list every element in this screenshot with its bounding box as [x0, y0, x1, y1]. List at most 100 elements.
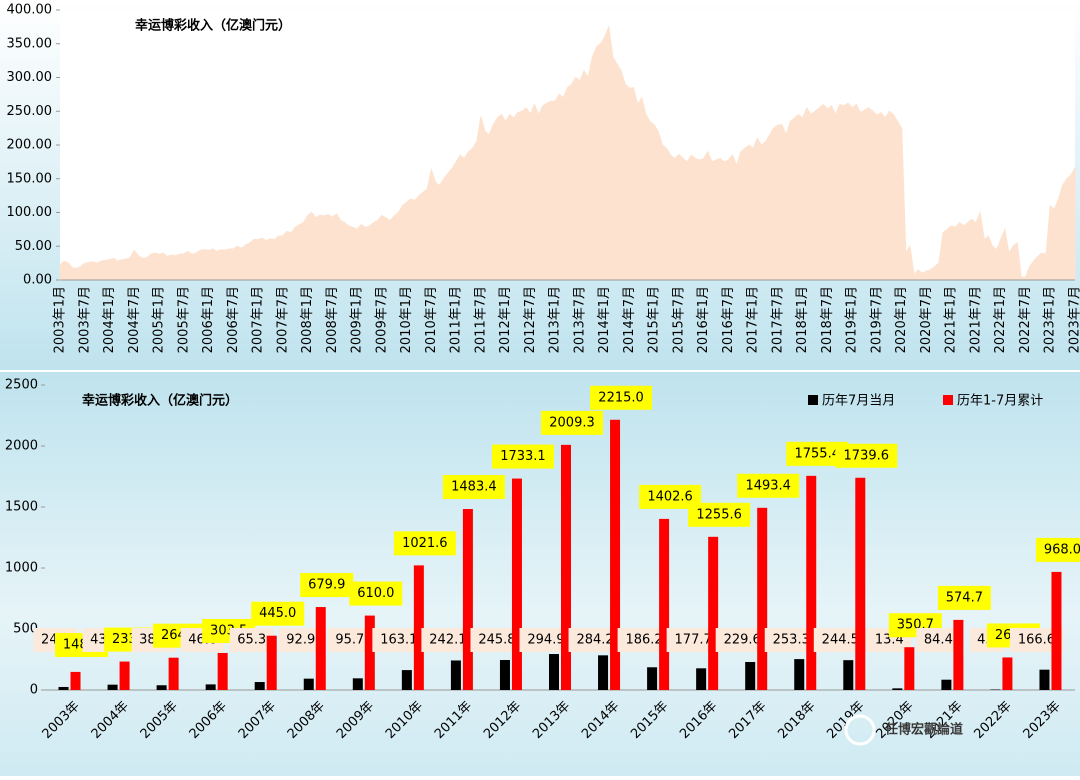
x-tick-label: 2021年1月	[944, 286, 959, 353]
x-tick-label: 2009年1月	[350, 286, 365, 353]
bar-cumulative	[1051, 572, 1061, 690]
value-label: 1483.4	[451, 480, 497, 495]
y-tick-label: 350.00	[7, 36, 53, 51]
x-tick-label: 2009年7月	[374, 286, 389, 353]
bar-monthly	[598, 655, 608, 690]
bar-monthly	[745, 662, 755, 690]
bar-monthly	[549, 654, 559, 690]
value-label: 610.0	[357, 586, 394, 601]
x-tick-label: 2008年1月	[300, 286, 315, 353]
value-label: 294.9	[527, 633, 564, 648]
bar-monthly	[696, 668, 706, 690]
chart-title: 幸运博彩收入（亿澳门元）	[135, 18, 291, 34]
bar-cumulative	[904, 647, 914, 690]
bar-cumulative	[365, 616, 375, 690]
value-label: 95.7	[335, 633, 364, 648]
bar-monthly	[500, 660, 510, 690]
bar-monthly	[647, 667, 657, 690]
x-tick-label: 2019年1月	[845, 286, 860, 353]
value-label: 1733.1	[500, 449, 546, 464]
y-tick-label: 2000	[5, 439, 38, 454]
x-tick-label: 2020年1月	[894, 286, 909, 353]
chart-title: 幸运博彩收入（亿澳门元）	[82, 393, 238, 409]
x-tick-label: 2005年1月	[152, 286, 167, 353]
x-tick-label: 2003年1月	[53, 286, 68, 353]
x-tick-label: 2007年7月	[275, 286, 290, 353]
value-label: 65.3	[237, 633, 266, 648]
value-label: 229.6	[724, 633, 761, 648]
y-tick-label: 0	[30, 683, 38, 698]
y-tick-label: 1500	[5, 500, 38, 515]
value-label: 1021.6	[402, 536, 448, 551]
x-tick-label: 2018年1月	[795, 286, 810, 353]
legend-swatch	[808, 395, 818, 405]
x-tick-label: 2014年1月	[597, 286, 612, 353]
x-tick-label: 2011年7月	[473, 286, 488, 353]
y-tick-label: 150.00	[7, 171, 53, 186]
bar-cumulative	[316, 607, 326, 690]
value-label: 92.9	[286, 633, 315, 648]
value-label: 574.7	[946, 590, 983, 605]
bar-monthly	[157, 685, 167, 690]
x-tick-label: 2011年1月	[449, 286, 464, 353]
bar-cumulative	[267, 636, 277, 690]
x-tick-label: 2023年7月	[1068, 286, 1080, 353]
bar-monthly	[1039, 670, 1049, 690]
x-tick-label: 2015年1月	[647, 286, 662, 353]
x-tick-label: 2012年1月	[498, 286, 513, 353]
y-tick-label: 50.00	[15, 239, 52, 254]
x-tick-label: 2020年7月	[919, 286, 934, 353]
bar-cumulative	[659, 519, 669, 690]
x-tick-label: 2017年7月	[770, 286, 785, 353]
x-tick-label: 2005年7月	[176, 286, 191, 353]
bar-monthly	[255, 682, 265, 690]
bar-monthly	[304, 679, 314, 690]
value-label: 163.1	[380, 633, 417, 648]
value-label: 1255.6	[696, 507, 742, 522]
legend-label: 历年1-7月累计	[957, 394, 1043, 409]
bar-cumulative	[463, 509, 473, 690]
bar-monthly	[206, 684, 216, 690]
y-tick-label: 400.00	[7, 3, 53, 18]
legend-swatch	[943, 395, 953, 405]
x-tick-label: 2003年7月	[77, 286, 92, 353]
value-label: 284.2	[576, 633, 613, 648]
watermark: 任博宏觀論道	[885, 722, 963, 738]
value-label: 968.0	[1044, 542, 1080, 557]
value-label: 1402.6	[647, 489, 693, 504]
value-label: 242.1	[429, 633, 466, 648]
x-tick-label: 2014年7月	[622, 286, 637, 353]
y-tick-label: 100.00	[7, 205, 53, 220]
value-label: 84.4	[924, 633, 953, 648]
bar-cumulative	[806, 476, 816, 690]
value-label: 445.0	[259, 606, 296, 621]
bar-cumulative	[561, 445, 571, 690]
y-tick-label: 0.00	[23, 273, 52, 288]
x-tick-label: 2023年1月	[1043, 286, 1058, 353]
value-label: 245.8	[478, 633, 515, 648]
bar-monthly	[892, 688, 902, 690]
x-tick-label: 2010年7月	[424, 286, 439, 353]
x-tick-label: 2004年7月	[127, 286, 142, 353]
bar-cumulative	[512, 479, 522, 690]
bar-cumulative	[953, 620, 963, 690]
bar-monthly	[59, 687, 69, 690]
y-tick-label: 1000	[5, 561, 38, 576]
x-tick-label: 2015年7月	[671, 286, 686, 353]
x-tick-label: 2022年1月	[993, 286, 1008, 353]
x-tick-label: 2006年1月	[201, 286, 216, 353]
value-label: 2009.3	[549, 415, 595, 430]
value-label: 1755.4	[794, 446, 840, 461]
bar-cumulative	[855, 478, 865, 690]
y-tick-label: 2500	[5, 378, 38, 393]
value-label: 253.3	[773, 633, 810, 648]
x-tick-label: 2019年7月	[869, 286, 884, 353]
x-tick-label: 2012年7月	[523, 286, 538, 353]
x-tick-label: 2018年7月	[820, 286, 835, 353]
bar-cumulative	[1002, 657, 1012, 690]
x-tick-label: 2022年7月	[1018, 286, 1033, 353]
value-label: 166.6	[1018, 633, 1055, 648]
legend-label: 历年7月当月	[822, 394, 895, 409]
bar-monthly	[451, 660, 461, 690]
